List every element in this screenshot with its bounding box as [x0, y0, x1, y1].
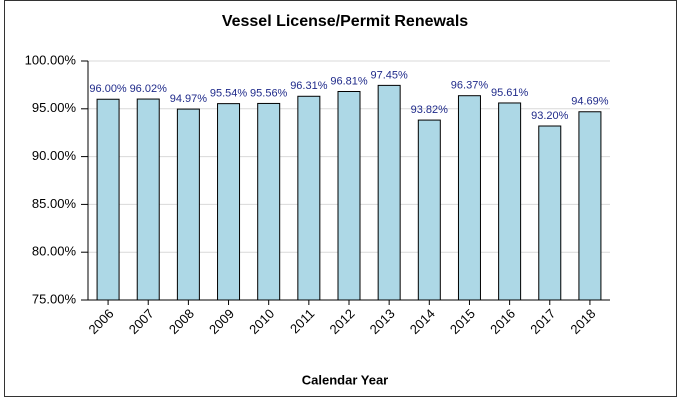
bar: [257, 102, 281, 301]
y-tick-label: 95.00%: [32, 100, 77, 115]
data-label: 97.45%: [370, 69, 408, 81]
x-tick-label: 2015: [447, 306, 478, 337]
bar: [377, 84, 401, 301]
bar: [96, 98, 120, 301]
x-tick-label: 2016: [487, 306, 518, 337]
bar: [337, 90, 361, 301]
x-axis-label: Calendar Year: [302, 372, 388, 387]
data-label: 93.20%: [531, 110, 569, 122]
bar: [217, 103, 241, 301]
x-tick-label: 2006: [86, 306, 117, 337]
chart-frame: [4, 0, 677, 397]
bar: [417, 119, 441, 301]
data-label: 93.82%: [411, 104, 449, 116]
x-tick-label: 2007: [126, 306, 157, 337]
bar: [176, 108, 200, 301]
x-tick-label: 2017: [527, 306, 558, 337]
data-label: 96.37%: [451, 80, 489, 92]
y-tick-label: 90.00%: [32, 148, 77, 163]
y-tick-label: 80.00%: [32, 244, 77, 259]
x-tick-label: 2012: [326, 306, 357, 337]
data-label: 96.31%: [290, 80, 328, 92]
y-tick-label: 85.00%: [32, 196, 77, 211]
x-tick-label: 2011: [287, 306, 317, 336]
data-label: 96.81%: [330, 75, 368, 87]
bar: [136, 98, 160, 301]
bar: [297, 95, 321, 301]
x-tick-label: 2014: [407, 306, 438, 337]
x-tick-label: 2013: [367, 306, 398, 337]
data-label: 94.97%: [170, 93, 208, 105]
x-tick-label: 2010: [246, 306, 277, 337]
y-tick-label: 75.00%: [32, 291, 77, 306]
x-tick-label: 2009: [206, 306, 237, 337]
data-label: 95.56%: [250, 87, 288, 99]
data-label: 96.00%: [89, 83, 127, 95]
bar: [457, 95, 481, 301]
data-label: 95.61%: [491, 87, 529, 99]
chart-title: Vessel License/Permit Renewals: [222, 13, 468, 30]
x-tick-label: 2018: [567, 306, 598, 337]
bar: [538, 125, 562, 301]
data-label: 96.02%: [130, 83, 168, 95]
data-label: 95.54%: [210, 88, 248, 100]
data-label: 94.69%: [571, 96, 609, 108]
bar: [578, 111, 602, 301]
y-tick-label: 100.00%: [25, 52, 77, 67]
bar: [498, 102, 522, 301]
x-tick-label: 2008: [166, 306, 197, 337]
